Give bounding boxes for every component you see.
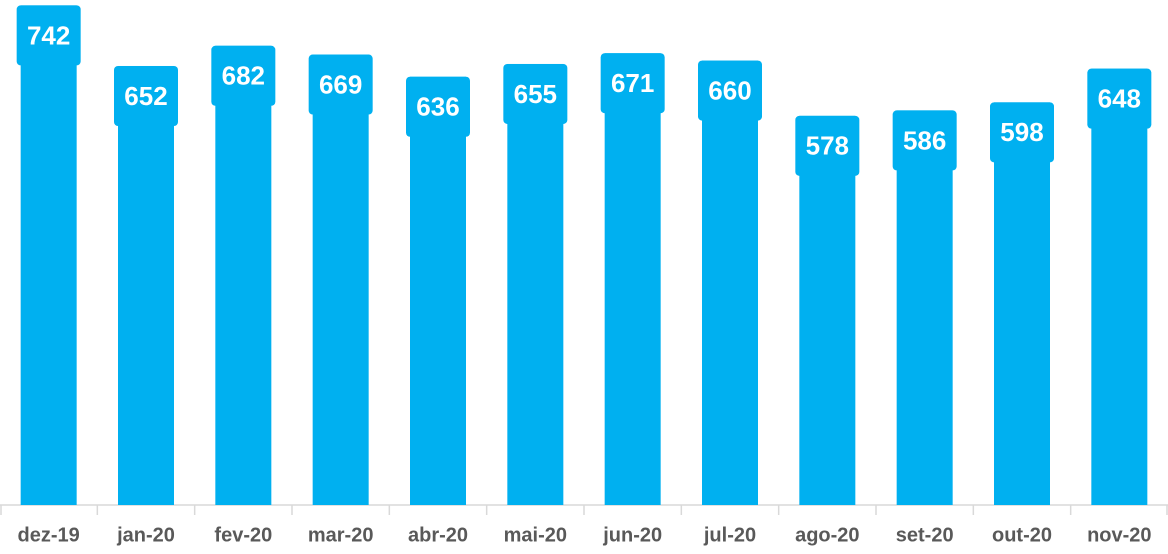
x-tick-label: mar-20 [308, 524, 374, 546]
x-tick-label: jun-20 [602, 524, 662, 546]
data-label-box [16, 5, 81, 66]
x-tick-label: set-20 [896, 524, 954, 546]
data-label: 648 [1098, 84, 1141, 114]
bar [312, 54, 369, 505]
data-label-box [503, 63, 568, 124]
data-label-box [892, 110, 957, 171]
data-label-box [600, 53, 665, 114]
bar [410, 76, 466, 505]
data-label: 742 [27, 20, 70, 50]
x-tick-label: nov-20 [1087, 524, 1151, 546]
data-label-box [795, 115, 860, 176]
bar [507, 63, 564, 505]
data-label-box [1087, 68, 1152, 129]
bar [994, 102, 1050, 505]
data-label-box [114, 65, 178, 126]
x-tick-label: jul-20 [703, 524, 756, 546]
data-label: 682 [222, 61, 265, 91]
bar [604, 53, 661, 506]
x-tick-label: fev-20 [214, 524, 272, 546]
x-tick-label: dez-19 [18, 524, 80, 546]
x-tick-label: abr-20 [408, 524, 468, 546]
data-label-box [698, 60, 762, 121]
data-label: 660 [708, 75, 751, 105]
bar [1091, 68, 1148, 506]
data-label-box [211, 45, 276, 106]
data-label: 636 [416, 92, 459, 122]
data-label-box [406, 76, 470, 137]
x-tick-label: mai-20 [504, 524, 567, 546]
x-tick-label: ago-20 [795, 524, 859, 546]
x-tick-label: jan-20 [116, 524, 175, 546]
data-label: 598 [1000, 117, 1043, 147]
bar [20, 5, 77, 506]
data-label: 671 [611, 68, 654, 98]
data-label: 669 [319, 69, 362, 99]
data-label: 652 [124, 81, 167, 111]
bar [702, 60, 758, 505]
x-tick-label: out-20 [992, 524, 1052, 546]
data-label: 655 [514, 79, 557, 109]
data-label-box [308, 54, 373, 115]
data-label: 586 [903, 125, 946, 155]
bar [799, 115, 856, 506]
bar [118, 65, 174, 505]
bar [215, 45, 272, 505]
data-label: 578 [806, 131, 849, 161]
bar [896, 110, 953, 505]
data-label-box [990, 102, 1054, 163]
